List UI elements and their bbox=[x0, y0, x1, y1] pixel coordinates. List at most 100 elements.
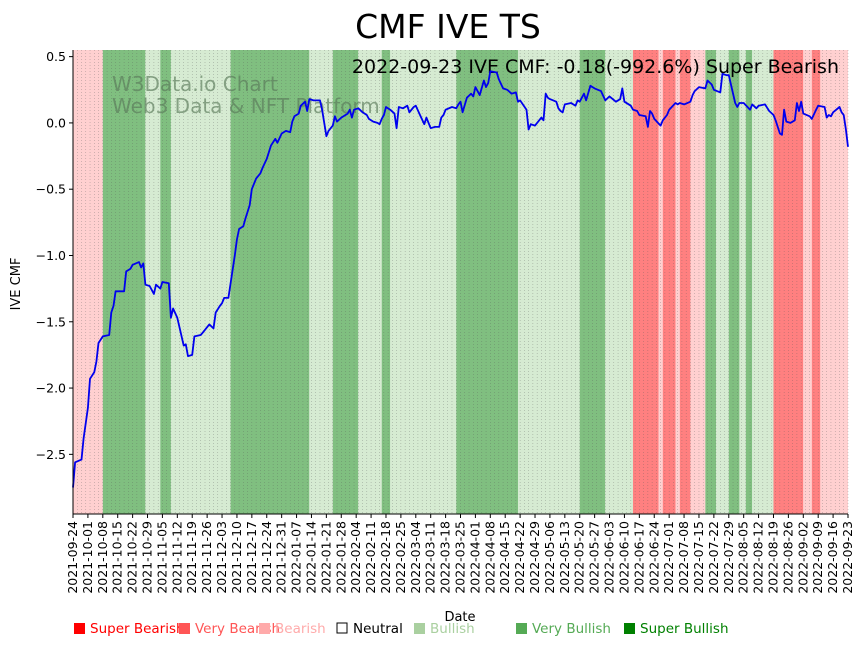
x-tick-label: 2022-02-11 bbox=[363, 521, 378, 594]
x-tick-label: 2021-12-03 bbox=[214, 521, 229, 594]
x-tick-label: 2022-06-17 bbox=[631, 521, 646, 594]
legend-swatch bbox=[179, 623, 190, 634]
y-tick-label: 0.0 bbox=[46, 115, 66, 130]
regime-band-very-bullish bbox=[381, 50, 391, 514]
x-tick-label: 2021-12-31 bbox=[274, 521, 289, 594]
x-tick-label: 2022-06-24 bbox=[646, 521, 661, 594]
x-tick-label: 2021-11-19 bbox=[184, 521, 199, 594]
x-tick-label: 2022-01-14 bbox=[303, 521, 318, 594]
legend-swatch bbox=[74, 623, 85, 634]
y-tick-label: −2.0 bbox=[36, 381, 66, 396]
x-tick-label: 2022-08-12 bbox=[751, 521, 766, 594]
x-tick-label: 2022-07-29 bbox=[721, 521, 736, 594]
legend-swatch bbox=[516, 623, 527, 634]
x-tick-label: 2022-09-02 bbox=[795, 521, 810, 594]
legend-label: Neutral bbox=[353, 621, 403, 637]
regime-band-bearish bbox=[690, 50, 706, 514]
watermark: W3Data.io Chart Web3 Data & NFT Platform bbox=[112, 72, 380, 118]
x-tick-label: 2021-11-26 bbox=[199, 521, 214, 594]
watermark-line-2: Web3 Data & NFT Platform bbox=[112, 94, 380, 118]
y-tick-label: −1.0 bbox=[36, 248, 66, 263]
x-tick-label: 2022-07-22 bbox=[706, 521, 721, 594]
x-axis-label: Date bbox=[444, 610, 475, 625]
legend-label: Super Bullish bbox=[640, 621, 729, 637]
regime-band-bullish bbox=[739, 50, 746, 514]
x-tick-label: 2022-08-05 bbox=[736, 521, 751, 594]
regime-band-bullish bbox=[358, 50, 382, 514]
x-tick-label: 2022-05-13 bbox=[557, 521, 572, 594]
x-tick-label: 2022-03-18 bbox=[438, 521, 453, 594]
regime-band-super-bearish bbox=[632, 50, 659, 514]
regime-band-very-bullish bbox=[230, 50, 310, 514]
x-tick-label: 2022-04-08 bbox=[482, 521, 497, 594]
regime-band-bearish bbox=[803, 50, 812, 514]
x-tick-label: 2022-09-09 bbox=[810, 521, 825, 594]
legend-swatch bbox=[414, 623, 425, 634]
regime-band-very-bullish bbox=[456, 50, 518, 514]
x-tick-label: 2022-05-20 bbox=[572, 521, 587, 594]
x-tick-label: 2022-08-19 bbox=[765, 521, 780, 594]
x-tick-label: 2021-11-05 bbox=[154, 521, 169, 594]
x-tick-label: 2022-02-04 bbox=[348, 521, 363, 594]
y-tick-label: −1.5 bbox=[36, 314, 66, 329]
x-tick-label: 2021-10-15 bbox=[110, 521, 125, 594]
regime-band-bearish bbox=[73, 50, 103, 514]
legend-label: Bullish bbox=[430, 621, 475, 637]
x-tick-label: 2022-01-07 bbox=[289, 521, 304, 594]
x-tick-label: 2022-06-10 bbox=[616, 521, 631, 594]
watermark-line-1: W3Data.io Chart bbox=[112, 72, 278, 96]
regime-band-very-bullish bbox=[745, 50, 753, 514]
x-tick-label: 2022-07-01 bbox=[661, 521, 676, 594]
x-tick-label: 2021-10-08 bbox=[95, 521, 110, 594]
regime-band-very-bullish bbox=[705, 50, 716, 514]
x-tick-label: 2022-01-21 bbox=[318, 521, 333, 594]
regime-band-bullish bbox=[390, 50, 457, 514]
regime-band-super-bearish bbox=[811, 50, 821, 514]
x-tick-label: 2021-10-29 bbox=[140, 521, 155, 594]
regime-band-bearish bbox=[820, 50, 848, 514]
regime-band-bullish bbox=[145, 50, 161, 514]
x-tick-label: 2021-12-10 bbox=[229, 521, 244, 594]
x-tick-label: 2022-02-25 bbox=[393, 521, 408, 594]
regime-band-bullish bbox=[605, 50, 633, 514]
x-tick-label: 2021-10-22 bbox=[125, 521, 140, 594]
x-tick-label: 2022-09-23 bbox=[840, 521, 855, 594]
x-tick-label: 2022-04-01 bbox=[467, 521, 482, 594]
y-axis-ticks: 0.5 0.0 −0.5 −1.0 −1.5 −2.0 −2.5 bbox=[36, 49, 73, 462]
legend-label: Bearish bbox=[275, 621, 326, 637]
x-tick-label: 2022-09-16 bbox=[825, 521, 840, 594]
x-tick-label: 2022-04-15 bbox=[497, 521, 512, 594]
x-tick-label: 2022-04-22 bbox=[512, 521, 527, 594]
regime-band-very-bullish bbox=[728, 50, 740, 514]
chart-subtitle: 2022-09-23 IVE CMF: -0.18(-992.6%) Super… bbox=[352, 56, 839, 78]
x-tick-label: 2022-01-28 bbox=[333, 521, 348, 594]
x-tick-label: 2021-11-12 bbox=[169, 521, 184, 594]
legend-swatch bbox=[624, 623, 635, 634]
y-tick-label: −0.5 bbox=[36, 182, 66, 197]
x-tick-label: 2022-06-03 bbox=[602, 521, 617, 594]
x-tick-label: 2021-09-24 bbox=[65, 521, 80, 594]
legend-swatch bbox=[259, 623, 270, 634]
cmf-series-line bbox=[72, 70, 849, 488]
x-tick-label: 2022-04-29 bbox=[527, 521, 542, 594]
x-tick-label: 2022-05-06 bbox=[542, 521, 557, 594]
x-tick-label: 2022-03-11 bbox=[423, 521, 438, 594]
legend-label: Super Bearish bbox=[90, 621, 185, 637]
y-tick-label: −2.5 bbox=[36, 447, 66, 462]
y-axis-label: IVE CMF bbox=[9, 258, 24, 311]
legend-label: Very Bearish bbox=[195, 621, 280, 637]
x-tick-label: 2021-12-24 bbox=[259, 521, 274, 594]
legend-label: Very Bullish bbox=[532, 621, 611, 637]
x-tick-label: 2022-08-26 bbox=[780, 521, 795, 594]
regime-band-bullish bbox=[715, 50, 729, 514]
chart-title: CMF IVE TS bbox=[355, 7, 541, 46]
legend-swatch bbox=[336, 622, 348, 634]
regime-band-super-bearish bbox=[679, 50, 691, 514]
x-tick-label: 2022-03-25 bbox=[453, 521, 468, 594]
x-axis-ticks: 2021-09-24 2021-10-01 2021-10-08 2021-10-15… bbox=[65, 514, 855, 594]
x-tick-label: 2022-03-04 bbox=[408, 521, 423, 594]
x-tick-label: 2022-07-15 bbox=[691, 521, 706, 594]
x-tick-label: 2022-07-08 bbox=[676, 521, 691, 594]
